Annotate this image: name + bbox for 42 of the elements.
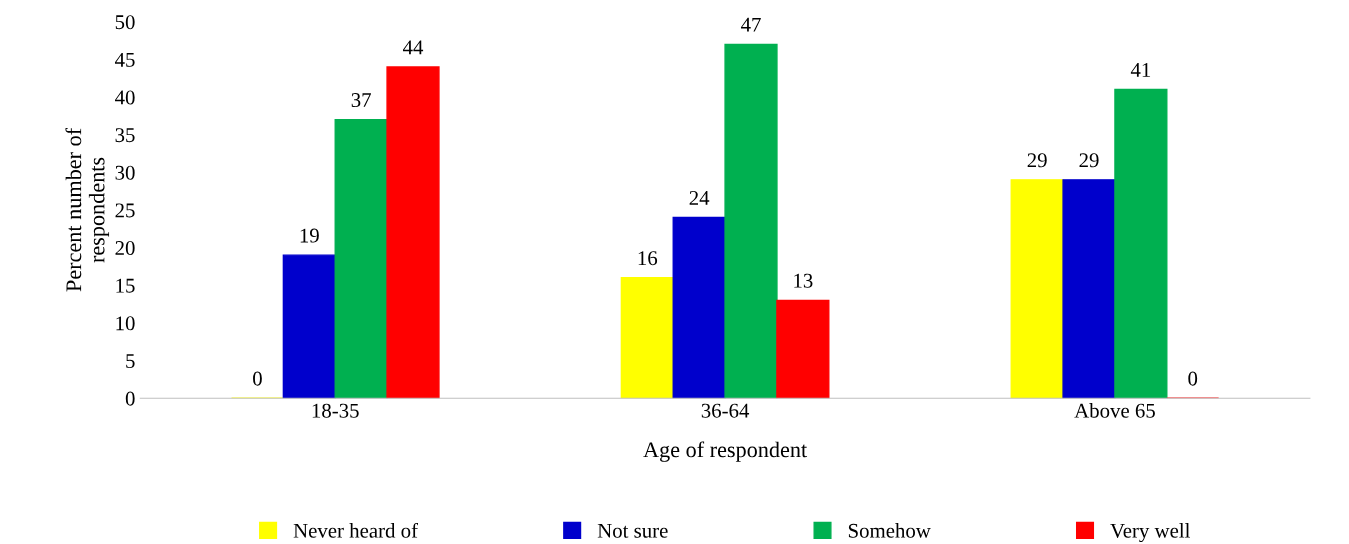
x-tick-label: 36-64 bbox=[701, 403, 750, 418]
y-tick-label: 15 bbox=[116, 278, 135, 293]
legend-label: Never heard of bbox=[293, 522, 419, 538]
bar bbox=[776, 299, 830, 399]
y-tick-label: 45 bbox=[115, 52, 135, 67]
legend-label: Somehow bbox=[848, 523, 931, 538]
data-label: 0 bbox=[253, 371, 262, 386]
y-tick-label: 0 bbox=[125, 391, 135, 406]
data-label: 37 bbox=[351, 93, 371, 108]
bar bbox=[620, 277, 674, 399]
data-label: 24 bbox=[689, 190, 710, 205]
bar bbox=[672, 216, 726, 399]
bar bbox=[386, 66, 440, 399]
y-tick-label: 25 bbox=[115, 203, 135, 218]
y-tick-label: 5 bbox=[126, 354, 135, 368]
y-tick-label: 10 bbox=[116, 316, 135, 331]
legend-label: Very well bbox=[1110, 523, 1191, 543]
y-tick-label: 35 bbox=[115, 128, 135, 143]
data-label: 29 bbox=[1027, 153, 1047, 168]
bar bbox=[724, 43, 778, 399]
data-label: 44 bbox=[402, 40, 424, 55]
data-label: 47 bbox=[741, 17, 761, 32]
bar bbox=[1010, 179, 1064, 399]
legend-label: Not sure bbox=[597, 523, 668, 538]
y-tick-label: 20 bbox=[115, 241, 135, 256]
y-tick-label: 30 bbox=[115, 165, 135, 180]
bar bbox=[282, 254, 336, 399]
data-label: 41 bbox=[1130, 63, 1151, 77]
x-tick-label: Above 65 bbox=[1074, 403, 1155, 418]
data-label: 16 bbox=[638, 251, 658, 266]
y-tick-label: 50 bbox=[115, 15, 135, 30]
y-axis-title: Percent number of respondents bbox=[65, 127, 110, 292]
bar bbox=[1114, 88, 1168, 399]
y-tick-label: 40 bbox=[115, 90, 135, 105]
x-axis-title: Age of respondent bbox=[643, 441, 808, 462]
data-label: 0 bbox=[1188, 371, 1198, 386]
bar bbox=[1062, 179, 1116, 399]
data-label: 29 bbox=[1079, 153, 1099, 168]
data-label: 19 bbox=[300, 228, 319, 243]
x-tick-label: 18-35 bbox=[312, 403, 359, 418]
data-label: 13 bbox=[794, 273, 813, 288]
bar bbox=[334, 118, 388, 399]
